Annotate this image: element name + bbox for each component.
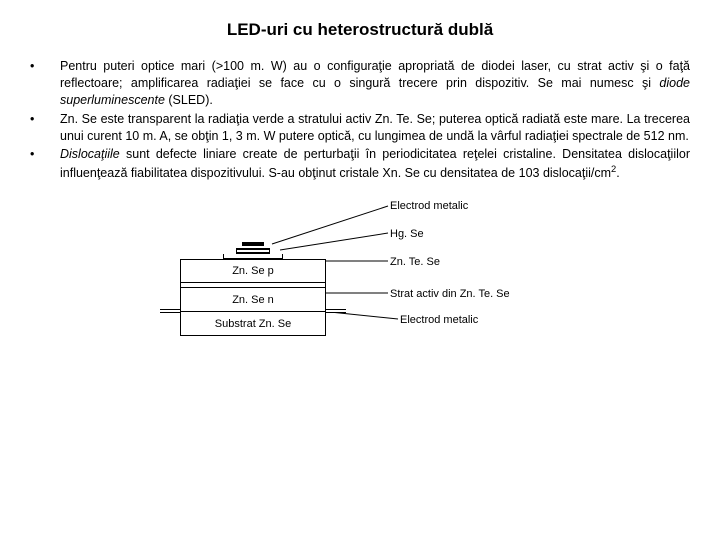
bullet-marker: • bbox=[30, 58, 60, 109]
bullet-text: Dislocaţiile sunt defecte liniare create… bbox=[60, 146, 690, 182]
text-span: . bbox=[616, 166, 619, 180]
bullet-item: • Zn. Se este transparent la radiaţia ve… bbox=[30, 111, 690, 145]
text-span: Pentru puteri optice mari (>100 m. W) au… bbox=[60, 59, 690, 90]
slide: LED-uri cu heterostructură dublă • Pentr… bbox=[0, 0, 720, 400]
text-italic: Dislocaţiile bbox=[60, 147, 120, 161]
electrode-right-pad bbox=[326, 307, 346, 313]
bullet-text: Pentru puteri optice mari (>100 m. W) au… bbox=[60, 58, 690, 109]
bullet-list: • Pentru puteri optice mari (>100 m. W) … bbox=[30, 58, 690, 182]
layer-diagram: Electrod metalic Hg. Se Zn. Te. Se Strat… bbox=[150, 200, 570, 380]
layer-znse-p: Zn. Se p bbox=[180, 259, 326, 283]
bullet-text: Zn. Se este transparent la radiaţia verd… bbox=[60, 111, 690, 145]
text-span: Zn. Se este transparent la radiaţia verd… bbox=[60, 112, 690, 143]
bullet-item: • Pentru puteri optice mari (>100 m. W) … bbox=[30, 58, 690, 109]
bullet-marker: • bbox=[30, 111, 60, 145]
layer-stack: Zn. Se p Zn. Se n Substrat Zn. Se bbox=[180, 248, 326, 336]
slide-title: LED-uri cu heterostructură dublă bbox=[30, 20, 690, 40]
bullet-marker: • bbox=[30, 146, 60, 182]
electrode-top-bar bbox=[242, 242, 264, 246]
layer-substrate: Substrat Zn. Se bbox=[180, 312, 326, 336]
text-span: (SLED). bbox=[165, 93, 213, 107]
layer-znse-n: Zn. Se n bbox=[180, 288, 326, 312]
text-span: sunt defecte liniare create de perturbaţ… bbox=[60, 147, 690, 180]
diagram-container: Electrod metalic Hg. Se Zn. Te. Se Strat… bbox=[30, 200, 690, 380]
bullet-item: • Dislocaţiile sunt defecte liniare crea… bbox=[30, 146, 690, 182]
layer-label: Zn. Se n bbox=[232, 294, 274, 306]
layer-label: Zn. Se p bbox=[232, 265, 274, 277]
layer-label: Substrat Zn. Se bbox=[215, 318, 291, 330]
electrode-left-pad bbox=[160, 307, 180, 313]
